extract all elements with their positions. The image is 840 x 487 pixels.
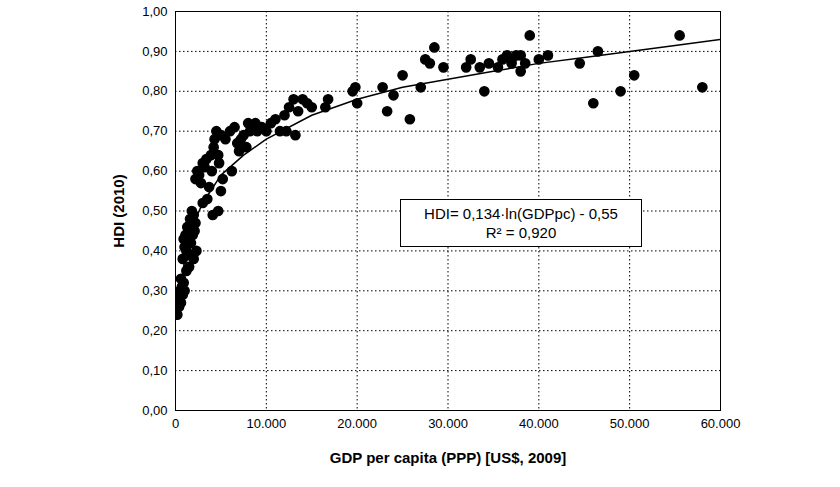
svg-text:0,60: 0,60 [142,163,167,178]
svg-text:40.000: 40.000 [519,416,559,431]
svg-text:0,30: 0,30 [142,283,167,298]
svg-text:1,00: 1,00 [142,4,167,19]
svg-text:0,10: 0,10 [142,363,167,378]
svg-text:HDI (2010): HDI (2010) [110,174,127,247]
svg-text:60.000: 60.000 [701,416,741,431]
svg-text:GDP per capita (PPP) [US$, 200: GDP per capita (PPP) [US$, 2009] [330,449,566,466]
svg-text:0,00: 0,00 [142,403,167,418]
svg-text:20.000: 20.000 [337,416,377,431]
svg-text:10.000: 10.000 [246,416,286,431]
svg-text:0,90: 0,90 [142,44,167,59]
svg-text:0,70: 0,70 [142,123,167,138]
svg-text:30.000: 30.000 [428,416,468,431]
svg-text:0,80: 0,80 [142,83,167,98]
html-text:HDI= 0,134·ln(GDPpc) - 0,55: HDI= 0,134·ln(GDPpc) - 0,55 [424,205,618,222]
svg-text:0,20: 0,20 [142,323,167,338]
html-text:R² = 0,920: R² = 0,920 [485,224,557,241]
svg-text:0,40: 0,40 [142,243,167,258]
svg-text:0,50: 0,50 [142,203,167,218]
svg-text:0: 0 [172,416,179,431]
svg-text:50.000: 50.000 [610,416,650,431]
